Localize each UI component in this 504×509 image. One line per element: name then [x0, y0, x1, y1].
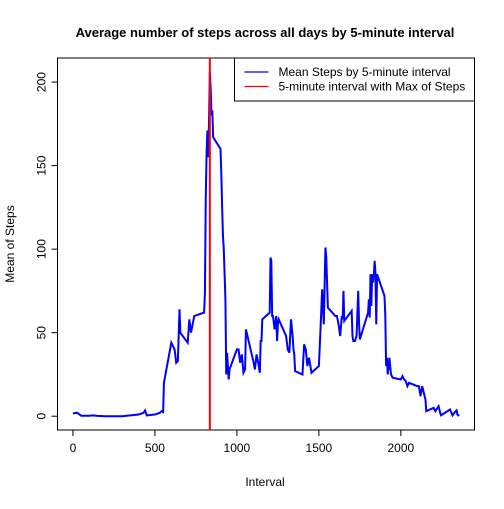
x-axis-label: Interval: [245, 475, 284, 489]
x-tick-label: 500: [145, 441, 165, 455]
x-tick-label: 0: [70, 441, 77, 455]
y-tick-label: 200: [35, 72, 49, 92]
x-tick-label: 1000: [224, 441, 251, 455]
legend-label: 5-minute interval with Max of Steps: [279, 80, 466, 94]
legend-label: Mean Steps by 5-minute interval: [279, 65, 451, 79]
legend-box: [234, 57, 475, 102]
x-tick-label: 1500: [306, 441, 333, 455]
x-tick-label: 2000: [388, 441, 415, 455]
y-tick-label: 150: [35, 155, 49, 175]
y-axis-label: Mean of Steps: [3, 205, 17, 282]
y-tick-label: 0: [35, 413, 49, 420]
y-tick-label: 100: [35, 239, 49, 259]
data-line: [72, 71, 460, 418]
y-tick-label: 50: [35, 326, 49, 340]
chart-title: Average number of steps across all days …: [76, 25, 455, 40]
